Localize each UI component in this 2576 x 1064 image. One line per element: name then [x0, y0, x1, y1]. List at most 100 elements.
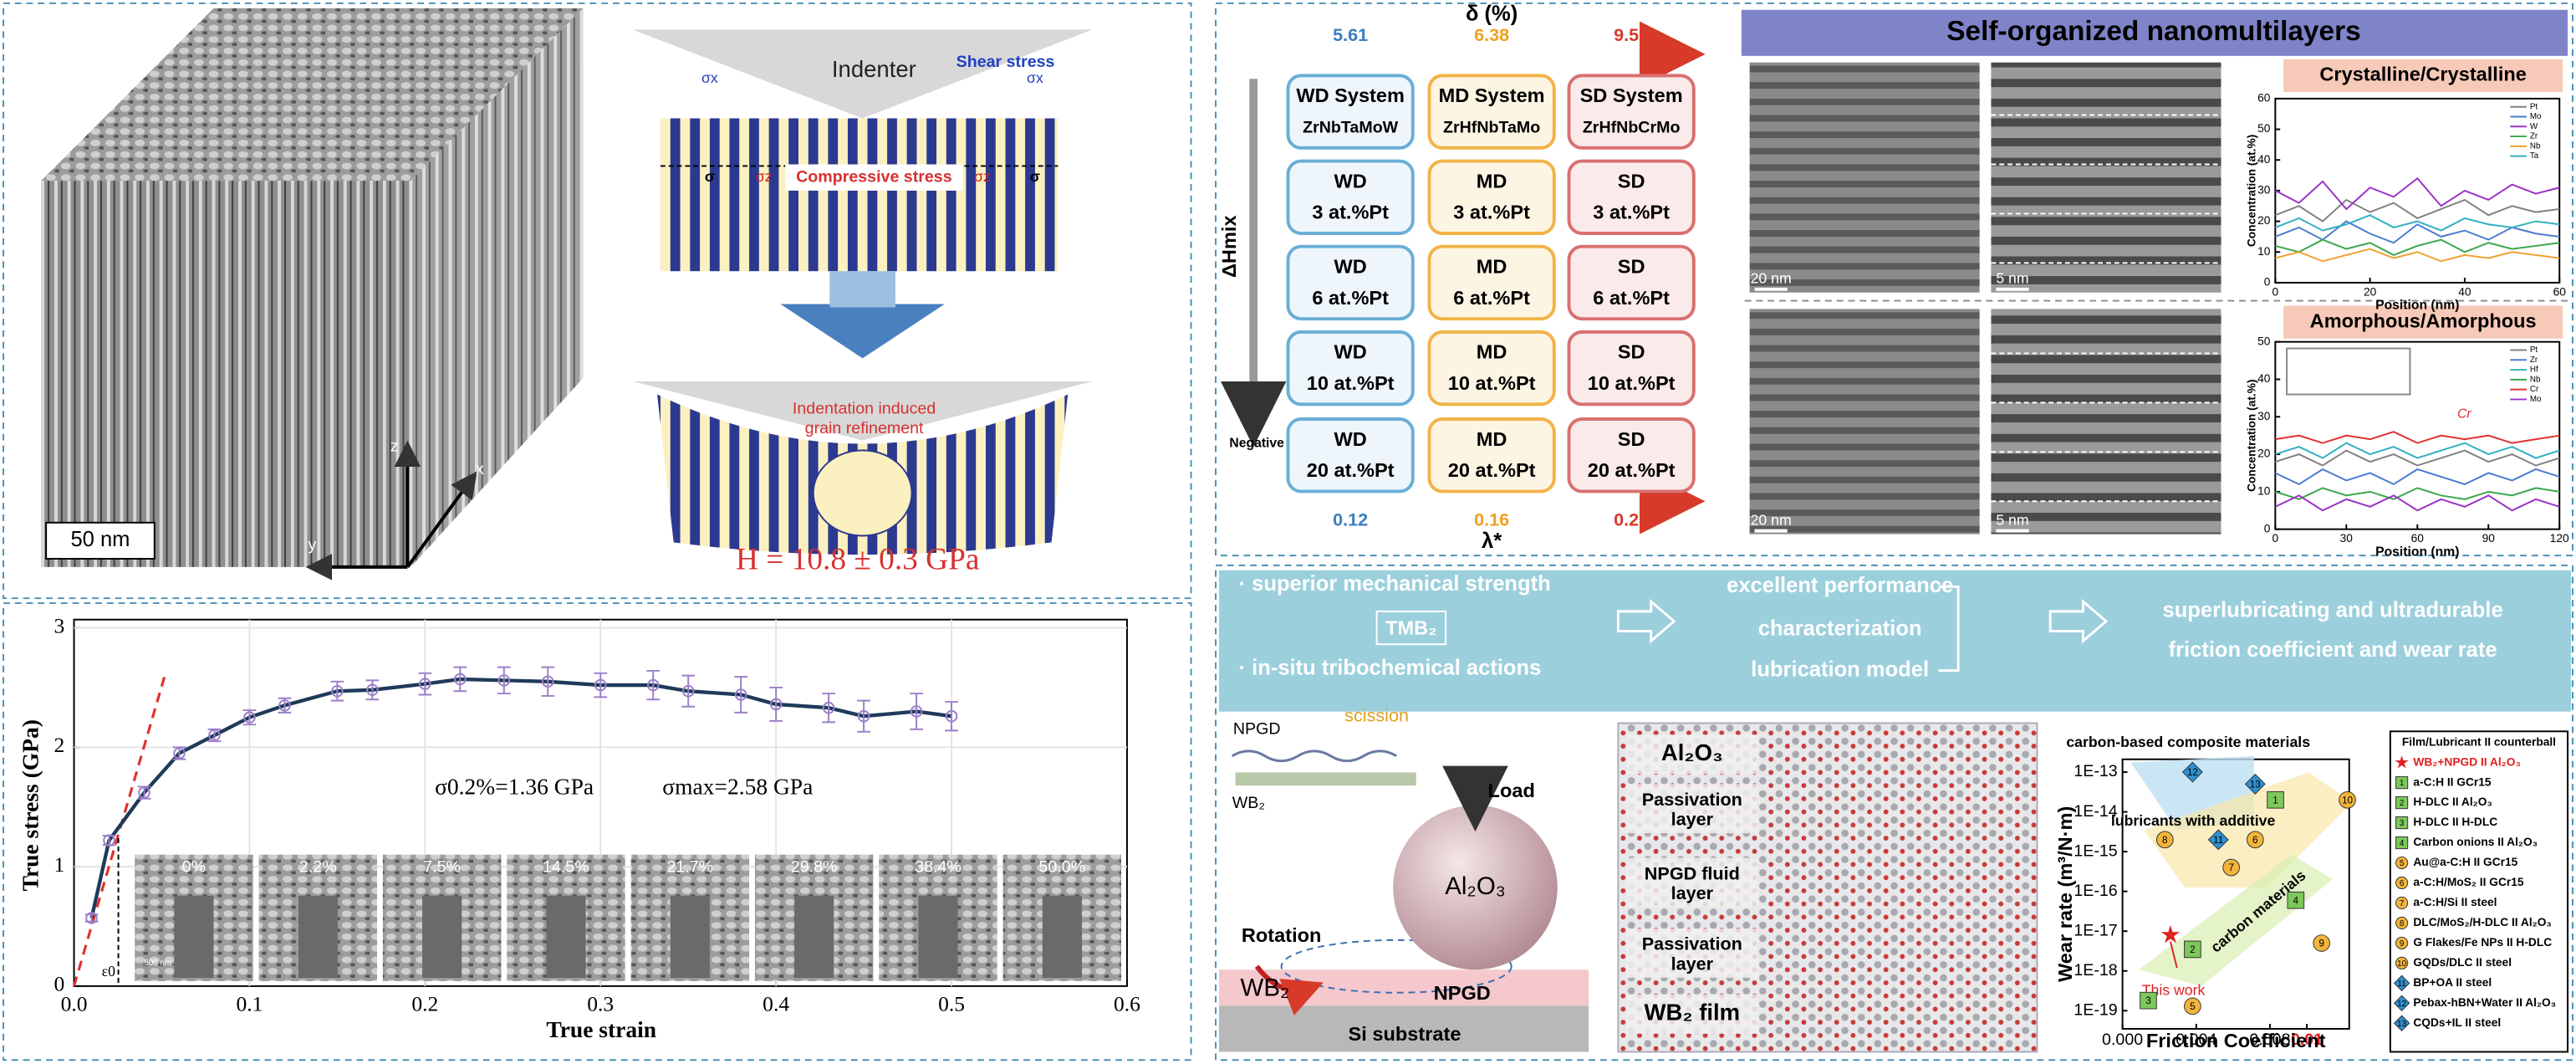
down-arrow — [829, 271, 895, 308]
x-axis-label: Position (nm) — [2375, 545, 2459, 559]
label: σx — [701, 69, 718, 86]
label: 6 at.%Pt — [1593, 287, 1670, 309]
point-label: 5 — [2190, 1001, 2196, 1012]
point — [2339, 790, 2356, 809]
point — [857, 709, 870, 723]
legend-label: H-DLC II Al₂O₃ — [2413, 795, 2492, 808]
y-tick-label: 0 — [2264, 522, 2271, 535]
point — [419, 678, 431, 690]
point — [2160, 925, 2181, 944]
label: NPGD — [1233, 720, 1281, 739]
y-tick-label: 0 — [2264, 276, 2271, 289]
point — [594, 678, 607, 692]
label: 20 nm — [1751, 270, 1792, 287]
legend-marker — [2395, 876, 2409, 890]
label: 50 nm — [70, 528, 130, 551]
system-box — [1567, 417, 1696, 494]
layer-label-bg — [1626, 928, 1758, 979]
scale-box — [45, 521, 156, 560]
system-box — [1286, 74, 1415, 150]
label: Indentation induced — [793, 399, 936, 417]
label: σ0.2%=1.36 GPa — [435, 773, 594, 799]
pillar — [1042, 895, 1082, 979]
point — [278, 699, 291, 712]
label: MD System — [1439, 84, 1545, 106]
x-axis-label: Position (nm) — [2375, 299, 2459, 313]
legend-label: a-C:H/Si II steel — [2413, 896, 2497, 908]
title-bar — [1741, 9, 2568, 56]
label: 2.2% — [299, 858, 337, 877]
y-tick-label: 20 — [2257, 448, 2271, 460]
cube-top — [41, 8, 584, 182]
down-arrow — [780, 304, 945, 359]
x-tick-label: 0.3 — [587, 991, 614, 1015]
y-tick-label: 10 — [2257, 245, 2271, 258]
legend-marker — [2395, 776, 2409, 790]
error-bar — [681, 674, 696, 708]
legend-label: Zr — [2530, 132, 2538, 141]
x-tick-label: 20 — [2364, 285, 2377, 298]
label: Self-organized nanomultilayers — [1946, 16, 2360, 47]
legend-label: GQDs/DLC II steel — [2413, 956, 2512, 969]
legend-number: 13 — [2397, 1020, 2406, 1029]
label: 0% — [182, 858, 206, 877]
label: Rotation — [1242, 924, 1322, 946]
point — [454, 673, 467, 686]
grains — [812, 449, 913, 537]
legend-label: a-C:H II GCr15 — [2413, 775, 2492, 788]
legend-label: Mo — [2530, 395, 2542, 404]
tmb-box — [1375, 610, 1447, 646]
legend-number: 3 — [2400, 819, 2405, 828]
legend-label: Cr — [2530, 385, 2539, 394]
label: 3 at.%Pt — [1453, 202, 1530, 223]
legend-marker — [2395, 836, 2409, 850]
legend-label: DLC/MoS₂/H-DLC II Al₂O₃ — [2413, 916, 2551, 928]
molecule — [1231, 749, 1397, 763]
point — [681, 684, 695, 698]
point — [2181, 761, 2203, 783]
label: Amorphous/Amorphous — [2310, 309, 2537, 331]
point — [2287, 891, 2305, 909]
label: 10 at.%Pt — [1448, 372, 1536, 394]
label: Si substrate — [1349, 1023, 1461, 1045]
x-tick-label: 0.008 — [2249, 1031, 2290, 1049]
system-box — [1286, 330, 1415, 407]
legend-label: G Flakes/Fe NPs II H-DLC — [2413, 936, 2552, 949]
y-tick-label: 2 — [54, 733, 64, 757]
legend-label: Nb — [2530, 375, 2541, 384]
point — [2184, 940, 2201, 959]
y-axis-label: Wear rate (m³/N·m) — [2054, 806, 2076, 982]
label: y — [309, 535, 317, 554]
label: H = 10.8 ± 0.3 GPa — [736, 543, 980, 577]
y-axis-label: True stress (GPa) — [18, 719, 43, 891]
label: σz — [756, 168, 773, 185]
error-bar — [734, 676, 748, 714]
system-box — [1286, 244, 1415, 321]
y-tick-label: 1E-14 — [2074, 802, 2117, 821]
label: 3 at.%Pt — [1593, 202, 1670, 223]
x-tick-label: 120 — [2550, 532, 2569, 545]
label: lubrication model — [1751, 657, 1929, 681]
point — [85, 912, 98, 924]
y-tick-label: 20 — [2257, 214, 2271, 227]
label: 50.0% — [1039, 858, 1086, 877]
label: z — [390, 437, 399, 456]
legend-marker — [2395, 856, 2409, 870]
label: σ — [1030, 168, 1040, 185]
series-line — [2274, 198, 2560, 223]
label: 29.8% — [791, 858, 838, 877]
legend-label: BP+OA II steel — [2413, 976, 2492, 989]
error-bar — [646, 669, 661, 701]
label: λ* — [1482, 529, 1502, 553]
legend-label: a-C:H/MoS₂ II GCr15 — [2413, 876, 2524, 888]
x-tick-label: 0.000 — [2102, 1031, 2143, 1049]
label: NPGD fluid layer — [1645, 862, 1740, 903]
label: 3 at.%Pt — [1312, 202, 1389, 223]
error-bar — [945, 701, 958, 732]
legend-number: 10 — [2397, 959, 2406, 969]
point — [497, 674, 511, 687]
y-tick-label: 1E-16 — [2074, 882, 2117, 900]
label: x — [476, 460, 484, 478]
legend-number: 9 — [2400, 939, 2404, 949]
y-tick-label: 3 — [54, 613, 64, 637]
